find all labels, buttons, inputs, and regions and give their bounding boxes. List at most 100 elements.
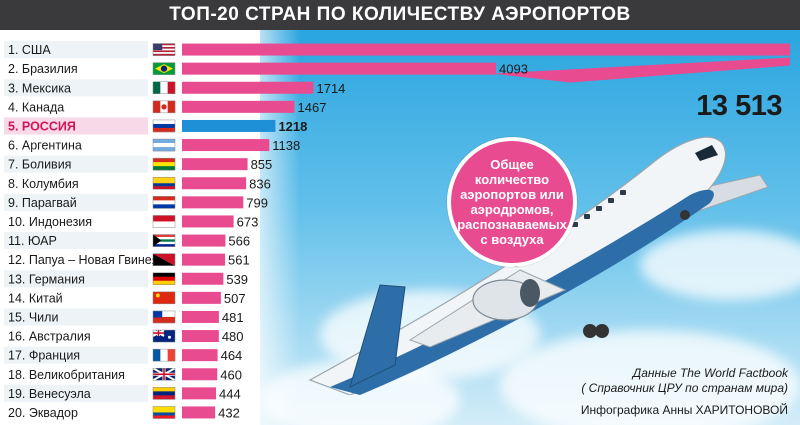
flag-icon [152,43,176,56]
chart-row: 5. РОССИЯ 1218 [4,117,307,135]
bar [182,349,218,362]
category-label: 4. Канада [8,100,64,114]
category-label: 10. Индонезия [8,215,92,229]
category-label: 19. Венесуэла [8,387,91,401]
row-background [4,327,148,345]
value-label: 432 [218,405,240,420]
chart-row: 14. Китай 507 [4,289,246,307]
row-background [4,174,148,192]
flag-icon [152,119,176,133]
chart-row: 3. Мексика 1714 [4,79,345,97]
chart-row: 17. Франция 464 [4,346,243,364]
chart-row: 7. Боливия 855 [4,155,272,173]
credit: Инфографика Анны ХАРИТОНОВОЙ [580,403,788,417]
flag-icon [152,291,176,305]
category-label: 17. Франция [8,349,80,363]
chart-row: 15. Чили 481 [4,308,244,326]
row-background [4,98,148,116]
bar [182,81,314,94]
flag-icon [152,81,176,94]
bar [182,196,244,209]
category-label: 2. Бразилия [8,62,78,76]
chart-row: 16. Австралия 480 [4,327,244,345]
value-label: 481 [222,310,244,325]
row-background [4,41,148,59]
value-label: 1714 [316,81,345,96]
value-label: 566 [228,234,250,249]
value-label: 1138 [272,138,300,153]
row-background [4,193,148,211]
flag-icon [152,367,176,382]
row-background [4,136,148,154]
bar [182,291,221,304]
value-label: 1467 [298,100,327,115]
flag-icon [152,177,176,190]
flag-icon [152,387,176,400]
value-label: 673 [237,214,259,229]
flag-icon [152,100,176,114]
value-label: 561 [228,253,250,268]
row-background [4,117,148,135]
bar [182,43,790,56]
bar [182,234,226,247]
value-label: 1218 [278,119,307,134]
chart-row: 11. ЮАР 566 [4,232,250,250]
row-background [4,365,148,383]
bar [182,330,219,343]
bar [182,406,216,419]
row-background [4,384,148,402]
row-background [4,251,148,269]
flag-icon [152,215,176,228]
flag-icon [152,157,176,171]
category-label: 1. США [8,43,51,57]
flag-icon [152,272,176,285]
flag-icon [152,138,176,152]
chart-row: 10. Индонезия 673 [4,212,259,230]
category-label: 15. Чили [8,310,58,324]
bar [182,368,218,381]
value-label: 539 [226,272,248,287]
value-label: 464 [221,348,243,363]
bar [182,272,224,285]
category-label: 5. РОССИЯ [8,119,76,133]
chart-row: 4. Канада 1467 [4,98,327,116]
source-line-2: ( Справочник ЦРУ по странам мира) [581,381,788,395]
source-line-1: Данные The World Factbook [632,366,788,380]
bar [182,310,219,323]
bar [182,253,226,266]
value-label: 799 [246,195,268,210]
category-label: 12. Папуа – Новая Гвинея [8,253,159,267]
row-background [4,403,148,421]
chart-row: 12. Папуа – Новая Гвинея 561 [4,251,250,269]
bar [182,119,276,132]
category-label: 13. Германия [8,272,85,286]
category-label: 20. Эквадор [8,406,78,420]
chart-row: 18. Великобритания 460 [4,365,242,383]
value-label: 4093 [499,62,528,77]
flag-icon [152,406,176,419]
flag-icon [152,310,176,324]
flag-icon [152,253,176,266]
row-background [4,346,148,364]
value-label: 480 [222,329,244,344]
row-background [4,79,148,97]
value-label: 460 [220,367,242,382]
value-label: 507 [224,291,246,306]
row-background [4,60,148,78]
category-label: 14. Китай [8,291,63,305]
usa-value-label: 13 513 [696,90,782,122]
category-label: 18. Великобритания [8,368,125,382]
chart-row: 19. Венесуэла 444 [4,384,241,402]
row-background [4,155,148,173]
chart-row: 2. Бразилия 4093 [4,60,528,78]
bar [182,387,217,400]
category-label: 8. Колумбия [8,177,79,191]
category-label: 16. Австралия [8,330,91,344]
bar [182,139,270,152]
bar [182,100,295,113]
row-background [4,212,148,230]
bar [182,62,496,75]
row-background [4,232,148,250]
flag-icon [152,196,176,209]
